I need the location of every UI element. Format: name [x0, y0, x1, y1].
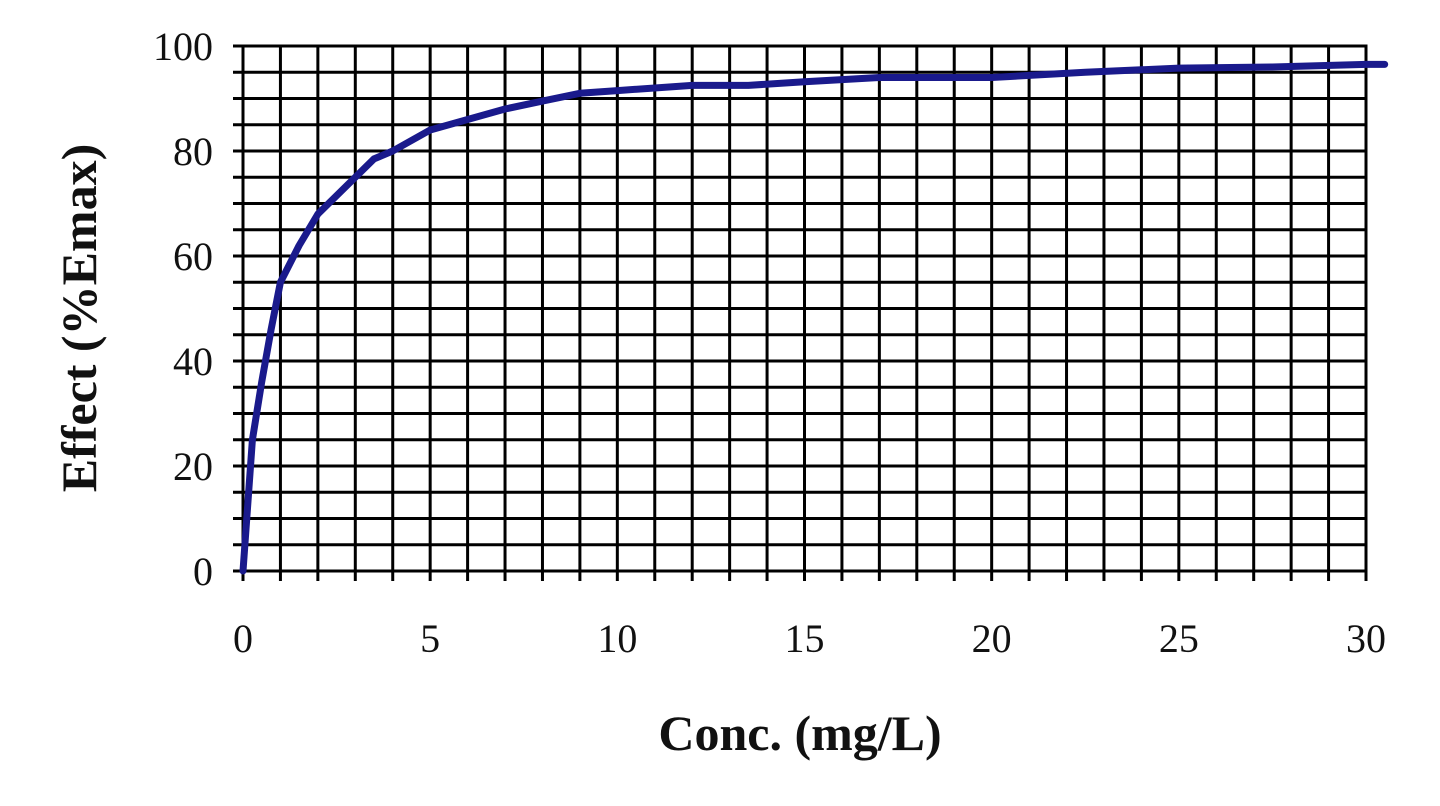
y-tick-label: 40 [173, 339, 213, 384]
x-axis-tick-labels: 0 5 10 15 20 25 30 [233, 616, 1386, 661]
grid [233, 44, 1368, 581]
x-tick-label: 30 [1346, 616, 1386, 661]
y-axis-tick-labels: 0 20 40 60 80 100 [153, 24, 213, 594]
x-axis-title: Conc. (mg/L) [658, 705, 941, 761]
x-tick-label: 5 [420, 616, 440, 661]
series-line [239, 60, 1389, 575]
y-tick-label: 20 [173, 444, 213, 489]
y-tick-label: 100 [153, 24, 213, 69]
x-tick-label: 10 [597, 616, 637, 661]
x-tick-label: 0 [233, 616, 253, 661]
plot-area-frame [241, 44, 1368, 573]
x-tick-label: 15 [785, 616, 825, 661]
y-tick-label: 60 [173, 234, 213, 279]
y-tick-label: 0 [193, 549, 213, 594]
x-tick-label: 25 [1159, 616, 1199, 661]
y-axis-title: Effect (%Emax) [51, 144, 107, 493]
y-tick-label: 80 [173, 129, 213, 174]
series-group [239, 60, 1389, 575]
x-tick-label: 20 [972, 616, 1012, 661]
